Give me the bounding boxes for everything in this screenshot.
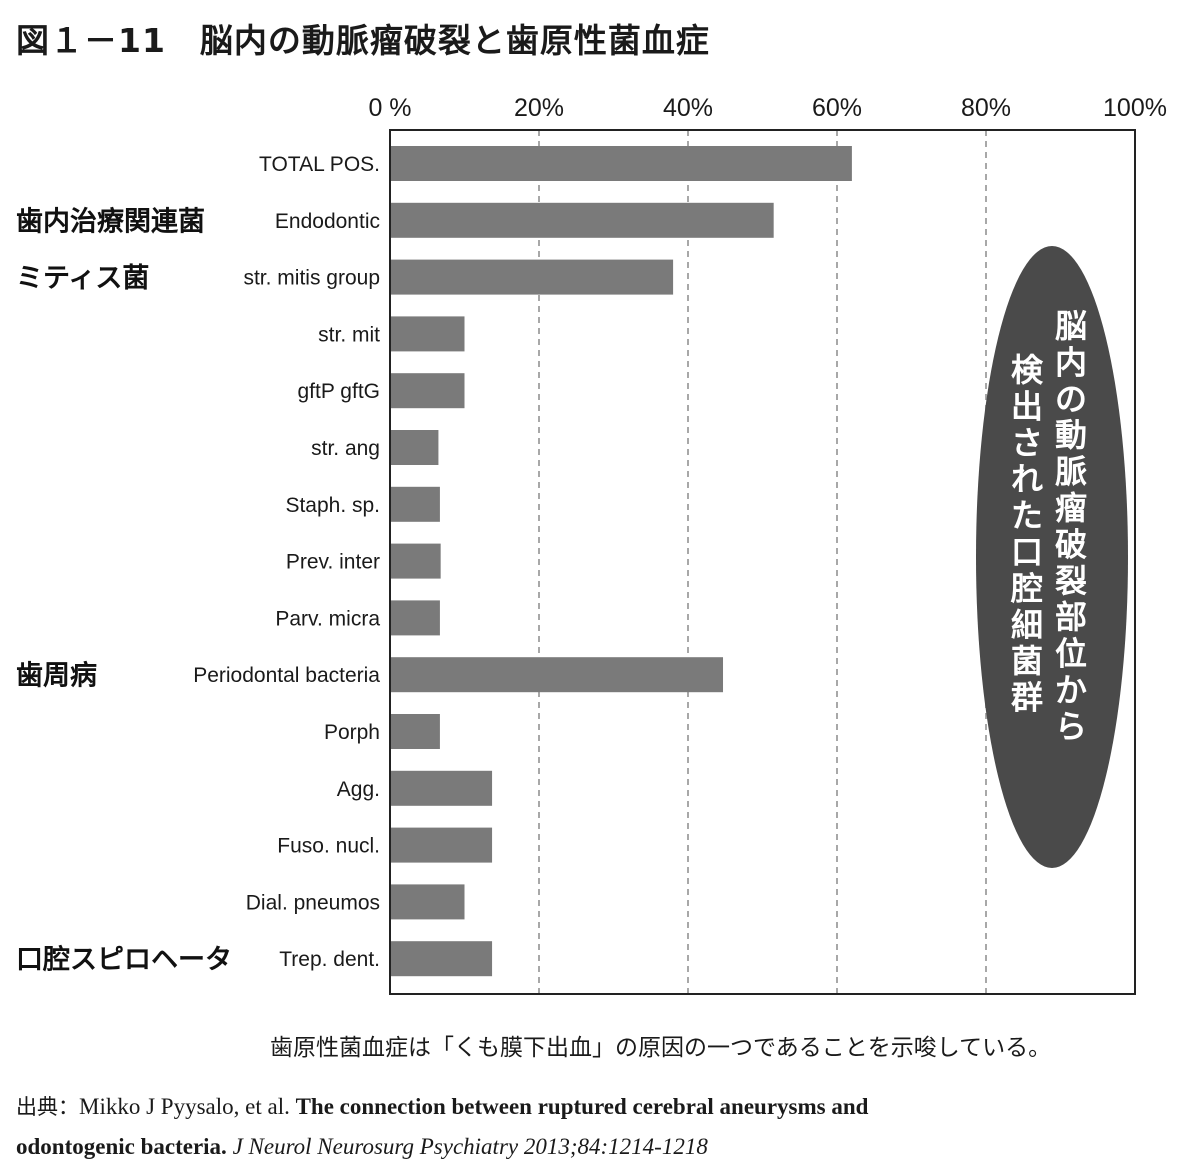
annotation-char: 瘤: [1055, 489, 1087, 527]
x-tick-label: 80%: [961, 94, 1011, 122]
category-label: Prev. inter: [286, 551, 380, 574]
source-journal: J Neurol Neurosurg Psychiatry 2013;84:12…: [226, 1134, 708, 1159]
source-title-2: odontogenic bacteria.: [16, 1134, 227, 1159]
bar: [390, 657, 724, 693]
x-tick-label: 60%: [812, 94, 862, 122]
annotation-char: 検: [1011, 351, 1044, 389]
group-label: 歯周病: [16, 661, 97, 692]
annotation-char: か: [1055, 671, 1087, 709]
x-tick-label: 40%: [663, 94, 713, 122]
annotation-char: 細: [1011, 606, 1043, 644]
category-label: Dial. pneumos: [246, 891, 380, 914]
group-label: 歯内治療関連菌: [16, 206, 205, 237]
category-label: Periodontal bacteria: [193, 664, 380, 687]
source-citation: 出典：Mikko J Pyysalo, et al. The connectio…: [16, 1087, 1176, 1167]
bar: [390, 316, 465, 352]
figure-title: 図１－11 脳内の動脈瘤破裂と歯原性菌血症: [16, 21, 710, 60]
group-label: 口腔スピロヘータ: [16, 945, 232, 976]
category-label: Agg.: [337, 778, 380, 801]
category-label: Staph. sp.: [285, 494, 380, 517]
annotation-char: 破: [1055, 525, 1087, 563]
annotation-char: の: [1055, 380, 1087, 418]
x-tick-label: 100%: [1103, 94, 1167, 122]
source-lead: 出典：: [16, 1095, 79, 1119]
bar: [390, 259, 674, 295]
category-label: Parv. micra: [275, 607, 380, 630]
category-label: Endodontic: [275, 210, 380, 233]
x-tick-label: 20%: [514, 94, 564, 122]
annotation-char: 腔: [1010, 569, 1043, 607]
annotation-char: 位: [1055, 635, 1087, 673]
annotation-char: 動: [1055, 416, 1087, 454]
bar: [390, 373, 465, 409]
annotation-char: れ: [1011, 460, 1043, 498]
bar: [390, 770, 493, 806]
plot-frame: [389, 129, 1136, 995]
bar: [390, 202, 774, 238]
bar: [390, 827, 493, 863]
category-labels: TOTAL POS. Endodontic str. mitis group str.…: [193, 153, 380, 971]
annotation-char: 出: [1011, 387, 1043, 425]
category-label: Trep. dent.: [279, 948, 380, 971]
annotation-char: 群: [1011, 679, 1043, 717]
x-axis-ticks: 0 % 20% 40% 60% 80% 100%: [368, 94, 1167, 122]
source-title-1: The connection between ruptured cerebral…: [295, 1094, 869, 1119]
category-label: str. ang: [311, 437, 380, 460]
category-label: Fuso. nucl.: [277, 835, 380, 858]
category-label: Porph: [324, 721, 380, 744]
annotation-char: 裂: [1055, 562, 1087, 600]
category-label: str. mit: [318, 323, 380, 346]
annotation-char: 脳: [1055, 307, 1087, 345]
annotation-char: 部: [1055, 598, 1087, 636]
bar: [390, 146, 852, 181]
bar: [390, 714, 440, 749]
annotation-char: 脈: [1055, 453, 1087, 491]
bar: [390, 430, 439, 465]
bar: [390, 486, 440, 522]
annotation-char: さ: [1011, 424, 1043, 462]
annotation-ellipse-shape: [976, 246, 1128, 868]
bar: [390, 941, 493, 977]
annotation-char: ら: [1055, 707, 1087, 745]
chart-note: 歯原性菌血症は「くも膜下出血」の原因の一つであることを示唆している。: [270, 1035, 1052, 1061]
source-authors: Mikko J Pyysalo, et al.: [79, 1094, 296, 1119]
category-label: gftP gftG: [298, 380, 381, 403]
bar: [390, 600, 440, 636]
category-label: str. mitis group: [243, 267, 380, 290]
bars: [390, 146, 852, 977]
category-label: TOTAL POS.: [259, 153, 380, 176]
annotation-char: 内: [1055, 343, 1087, 381]
annotation-char: 口: [1011, 533, 1043, 571]
bar-chart: 0 % 20% 40% 60% 80% 100% TOTAL POS. Endodontic…: [16, 94, 1167, 995]
bar: [390, 543, 441, 579]
bar: [390, 884, 465, 920]
annotation-char: た: [1011, 497, 1043, 535]
group-label: ミティス菌: [16, 263, 149, 294]
annotation-char: 菌: [1011, 642, 1043, 680]
x-tick-label: 0 %: [368, 94, 411, 122]
